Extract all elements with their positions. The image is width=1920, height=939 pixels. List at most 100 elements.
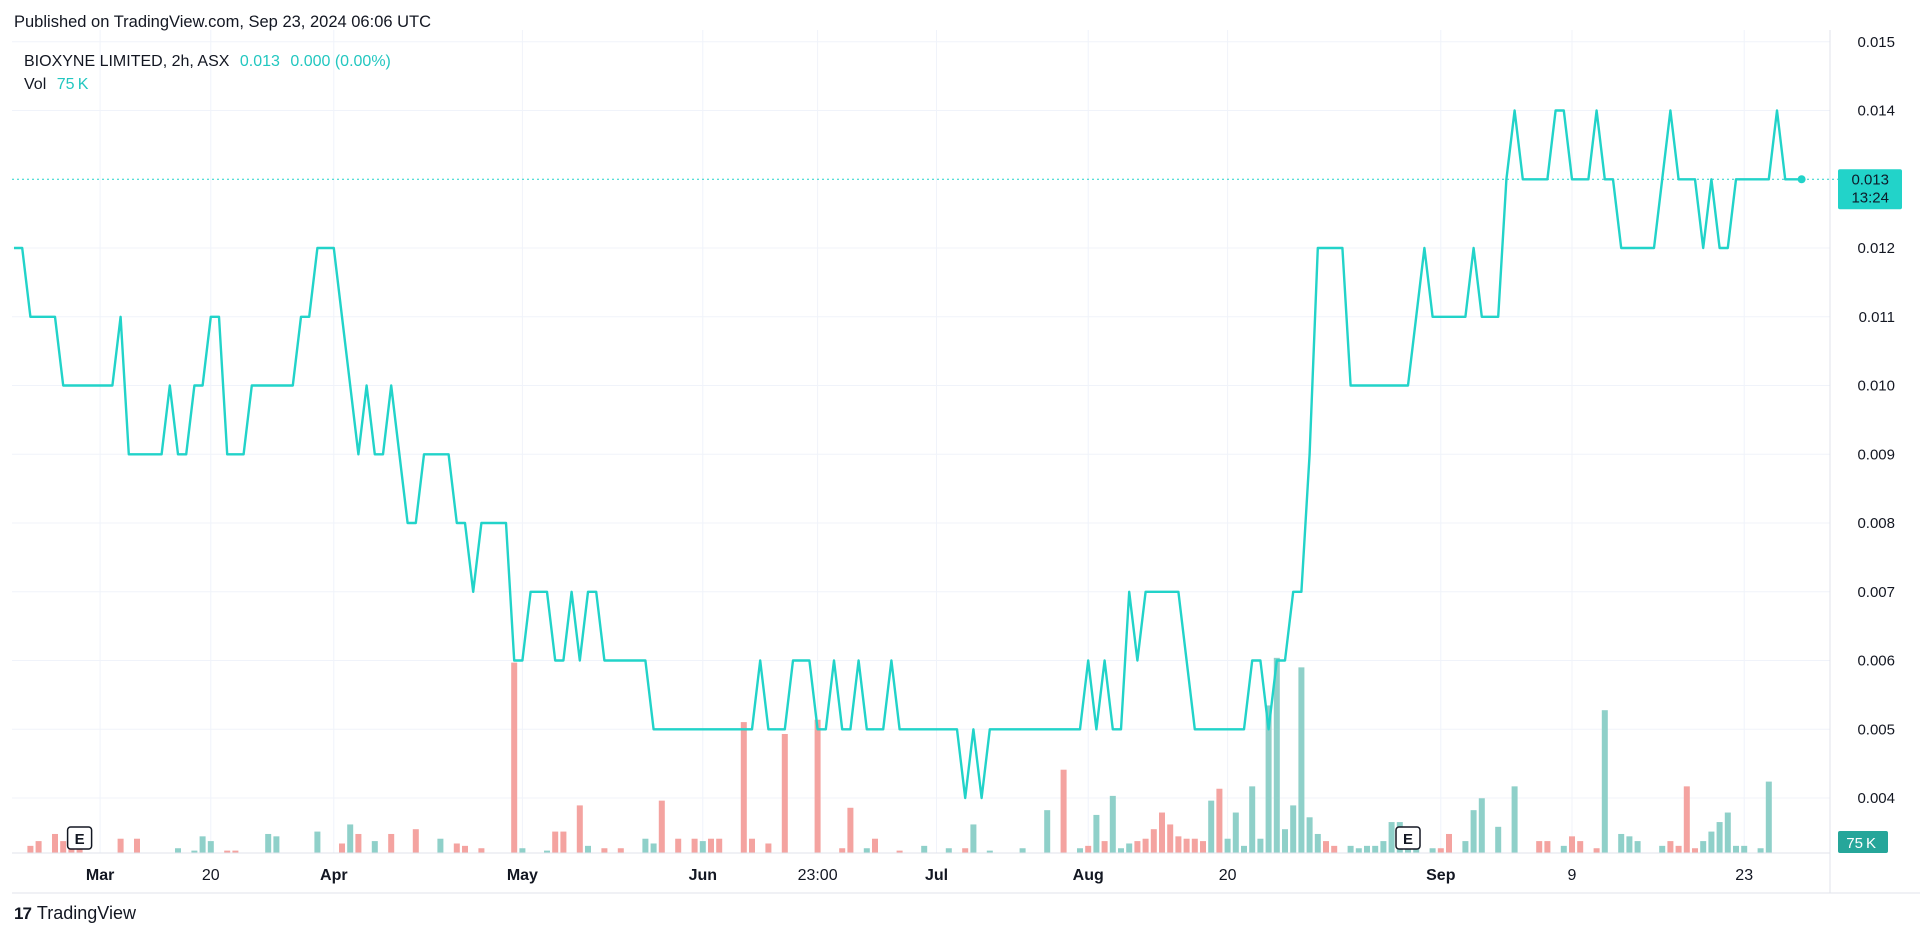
volume-bar	[224, 850, 231, 853]
volume-bar	[1724, 812, 1731, 853]
x-tick-label: May	[507, 867, 538, 884]
volume-bar	[1355, 848, 1362, 853]
volume-bar	[1569, 836, 1575, 853]
volume-bar	[1282, 829, 1288, 853]
volume-bar	[207, 841, 214, 853]
volume-bar	[1101, 841, 1108, 853]
volume-bar	[1257, 838, 1264, 853]
volume-bar	[945, 848, 952, 853]
volume-bar	[658, 800, 665, 853]
volume-bar	[1314, 833, 1321, 853]
y-tick-label: 0.005	[1857, 721, 1895, 738]
volume-bar	[1478, 798, 1485, 853]
volume-bar	[1577, 841, 1584, 853]
y-tick-label: 0.012	[1857, 240, 1895, 257]
volume-bar	[1667, 841, 1674, 853]
volume-bar	[814, 719, 821, 853]
volume-bar	[60, 841, 67, 853]
volume-bar	[314, 831, 321, 853]
volume-bar	[1364, 845, 1370, 853]
volume-bar	[1126, 843, 1133, 853]
volume-bar	[1716, 822, 1723, 853]
volume-bar	[35, 841, 42, 853]
volume-bar	[765, 843, 772, 853]
brand-name: TradingView	[36, 903, 136, 923]
y-tick-label: 0.009	[1857, 446, 1895, 463]
volume-bar	[1593, 848, 1600, 853]
volume-bar	[552, 831, 559, 853]
volume-bar	[921, 845, 928, 853]
y-tick-label: 0.015	[1857, 34, 1895, 51]
volume-bar	[708, 838, 714, 853]
volume-bar	[1085, 845, 1092, 853]
volume-bar	[1183, 838, 1190, 853]
volume-bar	[1511, 786, 1518, 853]
volume-bar	[1380, 841, 1387, 853]
volume-label: Vol	[24, 76, 47, 93]
volume-bar	[1388, 822, 1395, 853]
volume-bar	[1675, 845, 1682, 853]
volume-bar	[1191, 838, 1198, 853]
y-axis: 0.015 0.014 0.012 0.011 0.010 0.009 0.008 0.007…	[1857, 34, 1895, 807]
earnings-marker-label: E	[1403, 831, 1413, 848]
volume-bar	[560, 831, 567, 853]
volume-bar	[511, 662, 518, 853]
volume-bar	[839, 848, 846, 853]
volume-bar	[265, 833, 272, 853]
volume-bar	[970, 824, 977, 853]
volume-bar	[1200, 841, 1206, 853]
x-axis: Mar 20 Apr May Jun 23:00 Jul Aug 20 Sep 9 23	[86, 867, 1753, 884]
volume-bar	[1741, 845, 1748, 853]
volume-bar	[1634, 841, 1641, 853]
published-header: Published on TradingView.com, Sep 23, 20…	[14, 13, 432, 31]
x-tick-label: Mar	[86, 867, 114, 884]
volume-bar	[781, 734, 788, 853]
volume-bar	[1347, 845, 1354, 853]
volume-tag: 75 K	[1838, 831, 1888, 853]
volume-bar	[27, 845, 34, 853]
tradingview-brand[interactable]: 17 TradingView	[14, 903, 136, 924]
volume-bar	[863, 848, 870, 853]
volume-bar	[1323, 841, 1329, 853]
volume-bar	[1077, 848, 1083, 853]
volume-bars	[27, 657, 1772, 853]
volume-bar	[1544, 841, 1551, 853]
volume-bar	[1659, 845, 1666, 853]
volume-bar	[519, 848, 526, 853]
volume-bar	[273, 836, 280, 853]
volume-bar	[1232, 812, 1239, 853]
price-tag-countdown: 13:24	[1851, 189, 1889, 206]
volume-bar	[1462, 841, 1469, 853]
last-price-dot	[1797, 175, 1806, 184]
y-tick-label: 0.014	[1857, 103, 1895, 120]
volume-bar	[412, 829, 419, 853]
volume-bar	[699, 841, 706, 853]
volume-bar	[749, 838, 755, 853]
volume-bar	[1626, 836, 1633, 853]
volume-bar	[650, 843, 657, 853]
x-tick-label: 23	[1735, 867, 1753, 884]
x-tick-label: 23:00	[798, 867, 838, 884]
volume-bar	[1372, 845, 1379, 853]
price-line-series	[14, 109, 1802, 800]
volume-bar	[1757, 848, 1764, 853]
volume-bar	[339, 843, 345, 853]
x-tick-label: Aug	[1073, 867, 1104, 884]
volume-bar	[355, 833, 362, 853]
tradingview-logo-icon: 17	[14, 903, 32, 923]
volume-bar	[175, 848, 181, 853]
volume-bar	[872, 838, 878, 853]
volume-bar	[1765, 781, 1772, 853]
volume-bar	[1331, 845, 1338, 853]
volume-bar	[52, 833, 58, 853]
volume-bar	[1560, 845, 1567, 853]
volume-bar	[1437, 848, 1444, 853]
y-tick-label: 0.011	[1859, 309, 1895, 326]
volume-bar	[986, 850, 993, 853]
volume-bar	[1142, 838, 1149, 853]
volume-bar	[117, 838, 124, 853]
volume-bar	[675, 838, 682, 853]
volume-bar	[1175, 836, 1182, 853]
volume-value: 75 K	[56, 76, 89, 93]
